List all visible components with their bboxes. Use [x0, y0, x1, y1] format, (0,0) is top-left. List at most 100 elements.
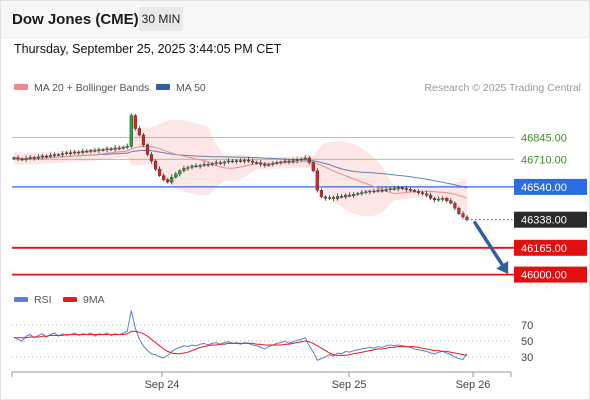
candle-body: [384, 189, 388, 191]
candle-body: [364, 191, 368, 194]
candle-body: [230, 160, 234, 163]
candle-body: [360, 192, 364, 194]
candle-body: [457, 207, 461, 215]
candle-body: [214, 162, 218, 164]
candle-body: [85, 150, 89, 153]
candle-body: [336, 196, 340, 199]
candle-body: [376, 189, 380, 192]
price-level-tag: [514, 211, 587, 228]
candle-body: [449, 200, 453, 204]
candle-body: [125, 146, 129, 148]
header-bar: Dow Jones (CME) 30 MIN: [1, 1, 589, 38]
candle-body: [307, 157, 311, 163]
candle-body: [202, 163, 206, 166]
candle-body: [441, 198, 445, 200]
legend-label-ma20: MA 20 + Bollinger Bands: [34, 82, 149, 94]
rsi-tick-labels: 70 50 30: [521, 320, 533, 364]
candle-body: [340, 196, 344, 198]
rsi-9ma-line: [14, 330, 468, 356]
candle-body: [44, 155, 48, 158]
candle-body: [93, 150, 97, 152]
candle-body: [408, 189, 412, 191]
price-legend: MA 20 + Bollinger Bands MA 50 Research ©…: [14, 82, 581, 94]
candle-body: [352, 193, 356, 196]
candle-body: [56, 154, 61, 156]
candle-body: [28, 157, 32, 159]
candle-body: [145, 144, 150, 155]
rsi-line: [13, 310, 468, 361]
candle-body: [73, 151, 77, 154]
price-level-tag: [514, 239, 587, 256]
candle-body: [368, 190, 372, 193]
candle-body: [182, 168, 186, 171]
legend-swatch-ma50: [156, 84, 170, 90]
price-level-labels: 46845.00 46710.00 46540.00 46338.00 46165.00…: [514, 132, 587, 283]
candle-body: [153, 160, 158, 170]
price-level-tag: [514, 266, 587, 283]
x-tick-label: Sep 25: [332, 379, 367, 391]
page-title: Dow Jones (CME): [12, 11, 139, 28]
x-axis: Sep 24 Sep 25 Sep 26: [11, 371, 512, 391]
candle-body: [429, 194, 433, 199]
candle-body: [20, 158, 24, 161]
candle-body: [295, 159, 299, 161]
candle-body: [48, 155, 52, 157]
candle-body: [453, 202, 457, 209]
price-level-tag: [514, 178, 587, 195]
candle-body: [105, 148, 109, 151]
candle-body: [238, 160, 243, 162]
candle-body: [392, 188, 396, 190]
candle-body: [311, 162, 315, 171]
rsi-tick-label: 70: [521, 320, 533, 332]
forecast-arrow-head: [496, 261, 509, 274]
candle-body: [137, 128, 141, 136]
legend-swatch-rsi: [14, 297, 28, 302]
candle-body: [68, 152, 73, 155]
candle-body: [279, 161, 283, 164]
candle-body: [259, 162, 263, 165]
candle-body: [271, 163, 275, 165]
timeframe-badge[interactable]: 30 MIN: [139, 7, 183, 31]
bollinger-band: [14, 119, 467, 218]
x-tick-label: Sep 26: [456, 379, 491, 391]
candle-body: [129, 115, 133, 147]
candle-body: [32, 157, 36, 159]
candlestick-series: [12, 113, 469, 222]
candle-body: [412, 189, 416, 192]
forecast-arrow-shaft: [473, 220, 508, 273]
ma20-line: [13, 145, 468, 199]
candle-body: [81, 150, 85, 153]
candle-body: [242, 159, 247, 162]
candle-body: [416, 191, 421, 193]
candle-body: [327, 197, 332, 199]
candle-body: [162, 175, 166, 180]
candle-body: [388, 188, 392, 190]
candle-body: [433, 198, 437, 201]
candle-body: [198, 165, 202, 167]
candle-body: [113, 147, 117, 150]
candle-body: [141, 134, 145, 145]
price-level-label: 46540.00: [521, 182, 567, 194]
candle-body: [380, 189, 384, 192]
candle-body: [149, 154, 154, 162]
candle-body: [283, 160, 287, 163]
candle-body: [445, 198, 449, 201]
candle-body: [222, 161, 226, 164]
candle-body: [226, 160, 230, 163]
rsi-tick-label: 50: [521, 336, 533, 348]
candle-body: [348, 194, 352, 197]
price-level-label: 46845.00: [521, 132, 567, 144]
candle-body: [194, 165, 198, 168]
candle-body: [186, 167, 190, 169]
candle-body: [16, 157, 20, 160]
x-tick-label: Sep 24: [145, 379, 180, 391]
candle-body: [210, 163, 214, 166]
candle-body: [12, 157, 16, 159]
candle-body: [24, 158, 28, 160]
candle-body: [40, 155, 44, 158]
candle-body: [275, 162, 279, 164]
candle-body: [291, 160, 295, 162]
candle-body: [461, 213, 465, 218]
forecast-arrow: [473, 220, 509, 274]
rsi-plot: 70 50 30: [12, 310, 533, 364]
